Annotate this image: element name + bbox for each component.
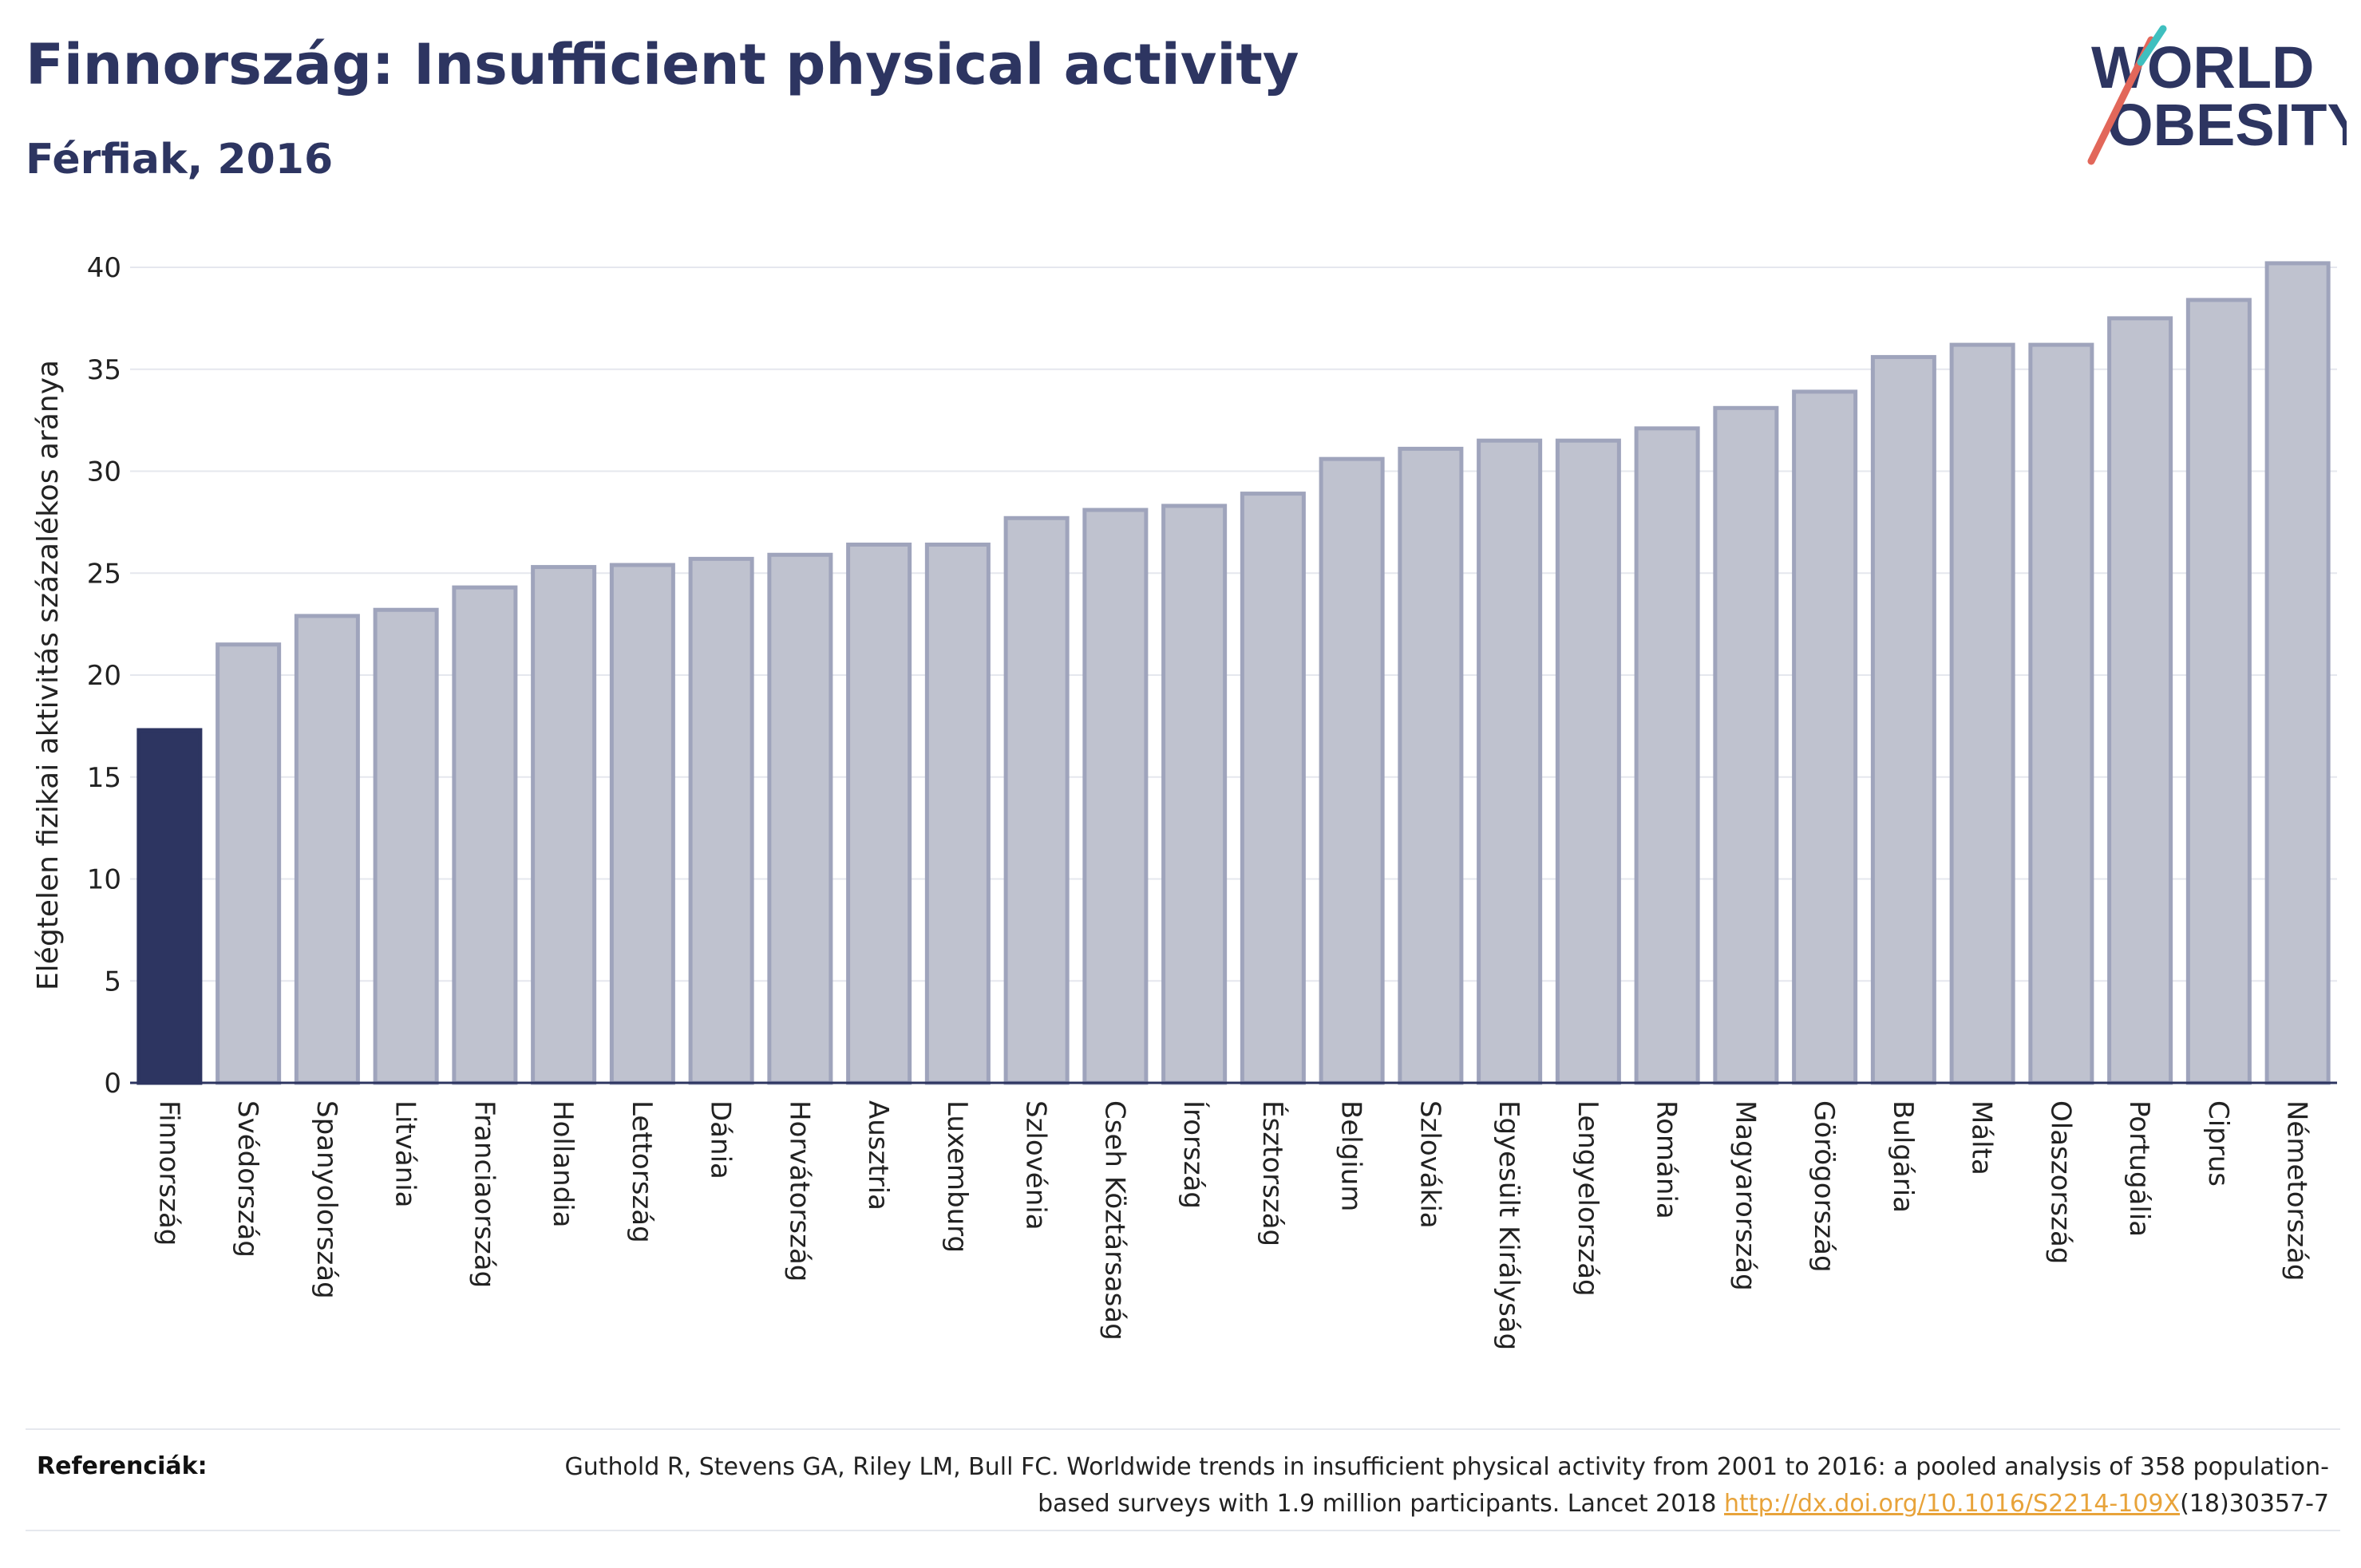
x-tick-label: Írország	[1177, 1100, 1210, 1209]
world-obesity-logo: WORLD OBESITY	[2087, 25, 2347, 165]
x-tick-label: Szlovénia	[1020, 1100, 1052, 1230]
bar	[1634, 426, 1700, 1085]
bar	[2185, 298, 2252, 1085]
bar	[294, 614, 360, 1085]
bar	[924, 542, 991, 1085]
bar	[2264, 261, 2331, 1085]
bar	[1161, 504, 1228, 1085]
references-text: Guthold R, Stevens GA, Riley LM, Bull FC…	[493, 1449, 2329, 1523]
x-tick-label: Horvátország	[783, 1100, 815, 1282]
bar	[609, 563, 675, 1085]
references-citation: Guthold R, Stevens GA, Riley LM, Bull FC…	[564, 1453, 2329, 1518]
x-tick-label: Belgium	[1335, 1100, 1367, 1211]
x-tick-label: Magyarország	[1729, 1100, 1761, 1291]
references-label: Referenciák:	[37, 1452, 208, 1480]
logo-slash-teal	[2137, 25, 2167, 66]
bar	[1319, 456, 1385, 1085]
x-tick-label: Hollandia	[547, 1100, 579, 1228]
x-tick-label: Németország	[2281, 1100, 2313, 1281]
x-tick-label: Szlovákia	[1414, 1100, 1445, 1229]
bar	[373, 607, 439, 1085]
bar	[1003, 515, 1070, 1085]
bar	[452, 585, 518, 1085]
bar	[1082, 508, 1149, 1085]
x-tick-label: Cseh Köztársaság	[1098, 1100, 1130, 1341]
x-tick-label: Dánia	[705, 1100, 737, 1179]
bar	[1240, 492, 1306, 1085]
y-tick-label: 30	[87, 456, 121, 488]
y-tick-label: 20	[87, 660, 121, 692]
bar	[1713, 405, 1779, 1085]
bar	[767, 552, 833, 1085]
bar	[1398, 446, 1464, 1085]
bar-chart: 0 5 10 15 20 25 30 35 40 Elégtelen fizikai aktivi…	[32, 252, 2337, 1350]
x-tick-label: Görögország	[1808, 1100, 1840, 1273]
x-tick-label: Egyesült Királyság	[1493, 1100, 1525, 1350]
bar	[1870, 354, 1936, 1085]
x-tick-label: Ausztria	[862, 1100, 894, 1211]
logo-line2: OBESITY	[2107, 92, 2347, 158]
x-tick-label: Olaszország	[2044, 1100, 2076, 1264]
y-tick-label: 40	[87, 252, 121, 284]
x-tick-label: Luxemburg	[941, 1100, 973, 1253]
x-tick-label: Franciaország	[468, 1100, 500, 1288]
x-tick-label: Lettország	[626, 1100, 658, 1243]
bar	[688, 556, 754, 1085]
y-tick-label: 25	[87, 558, 121, 590]
chart-title: Finnország: Insufficient physical activi…	[26, 32, 1299, 97]
x-tick-label: Bulgária	[1887, 1100, 1919, 1213]
x-tick-label: Litvánia	[390, 1100, 421, 1208]
bar	[2107, 316, 2173, 1085]
x-tick-label: Ciprus	[2202, 1100, 2234, 1187]
x-tick-label: Lengyelország	[1572, 1100, 1604, 1297]
bar	[531, 565, 597, 1085]
y-tick-label: 15	[87, 762, 121, 794]
x-tick-label: Spanyolország	[310, 1100, 342, 1299]
bar	[2028, 342, 2094, 1085]
bar	[136, 728, 203, 1085]
bar	[1477, 438, 1543, 1085]
references-panel: Referenciák: Guthold R, Stevens GA, Rile…	[26, 1428, 2340, 1531]
y-tick-label: 5	[104, 966, 121, 997]
bar	[846, 542, 912, 1085]
y-tick-label: 35	[87, 354, 121, 386]
x-tick-label: Svédország	[231, 1100, 263, 1258]
y-tick-label: 10	[87, 864, 121, 896]
bar	[1792, 389, 1858, 1085]
chart-subtitle: Férfiak, 2016	[26, 136, 334, 184]
y-tick-label: 0	[104, 1068, 121, 1100]
bar	[1949, 342, 2015, 1085]
x-tick-label: Portugália	[2123, 1100, 2155, 1237]
references-citation-suffix: (18)30357-7	[2180, 1490, 2329, 1518]
y-axis-label: Elégtelen fizikai aktivitás százalékos a…	[32, 360, 65, 990]
x-tick-label: Észtország	[1256, 1100, 1289, 1246]
x-tick-label: Románia	[1651, 1100, 1683, 1219]
bar	[1555, 438, 1621, 1085]
bar	[216, 642, 282, 1085]
x-tick-label: Finnország	[152, 1100, 184, 1246]
x-tick-label: Málta	[1966, 1100, 1998, 1175]
references-doi-link[interactable]: http://dx.doi.org/10.1016/S2214-109X	[1724, 1490, 2181, 1518]
